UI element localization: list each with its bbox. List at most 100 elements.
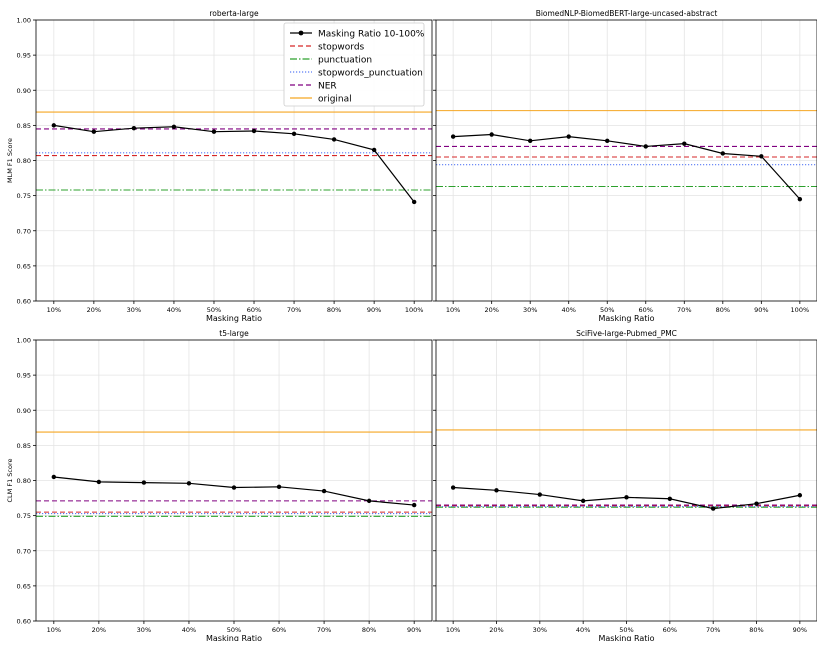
x-axis-label: Masking Ratio [206,634,262,641]
y-tick-label: 0.80 [17,477,31,485]
x-tick-label: 60% [639,306,653,314]
data-point [96,479,102,485]
data-point [331,137,337,142]
legend-label: original [318,95,352,105]
x-tick-label: 50% [227,626,241,634]
data-point [211,129,217,134]
y-tick-label: 0.70 [17,547,31,555]
y-tick-label: 0.95 [17,372,31,380]
chart-title: roberta-large [209,9,259,18]
x-tick-label: 20% [484,306,498,314]
legend-item: stopwords_punctuation [290,69,423,79]
x-tick-label: 70% [706,626,720,634]
data-point [494,488,499,493]
data-point [291,131,297,137]
data-point [450,134,456,139]
legend-item: NER [290,82,337,92]
x-tick-label: 80% [327,306,341,314]
y-tick-label: 1.00 [17,337,31,345]
y-tick-label: 0.60 [17,618,31,626]
data-point [411,502,417,508]
x-tick-label: 30% [523,306,537,314]
x-tick-label: 30% [127,306,141,314]
x-tick-label: 40% [182,626,196,634]
data-point [411,199,417,205]
x-tick-label: 90% [367,306,381,314]
x-tick-label: 30% [533,626,547,634]
chart-title: SciFive-large-Pubmed_PMC [576,329,677,338]
plot-frame [435,19,817,302]
legend-box [283,22,425,107]
data-point [710,506,716,511]
data-point [720,151,726,156]
y-tick-label: 0.65 [17,262,31,270]
chart-panel-4: 10% 20% 30% 40% 50% 60% 70% 80% 90% SciFive-large… [433,329,817,643]
chart-panel-3: 0.60 0.65 0.70 0.75 0.80 0.85 0.90 0.95 1.00 10% 2… [6,329,433,643]
y-tick-label: 0.65 [17,582,31,590]
data-point [51,474,57,480]
data-point [566,134,571,139]
data-point [371,147,377,153]
legend-item: Masking Ratio 10-100% [290,30,425,40]
legend-item: punctuation [290,56,372,66]
x-tick-label: 40% [561,306,575,314]
legend-label: NER [318,82,337,92]
data-point [759,154,764,159]
x-tick-label: 80% [362,626,376,634]
x-tick-label: 20% [87,306,101,314]
series-line [53,124,415,203]
x-tick-label: 80% [749,626,763,634]
data-point [643,144,648,149]
y-tick-label: 0.85 [17,442,31,450]
x-tick-label: 90% [407,626,421,634]
data-point [527,138,533,144]
data-point [131,125,137,131]
y-tick-label: 0.85 [17,122,31,130]
x-tick-label: 60% [663,626,677,634]
x-tick-label: 20% [489,626,503,634]
x-tick-label: 60% [247,306,261,314]
y-tick-label: 0.90 [17,87,31,95]
data-point [231,485,237,490]
data-point [186,481,192,486]
x-tick-label: 70% [287,306,301,314]
y-axis-label: CLM F1 Score [6,459,14,503]
data-point [366,498,372,504]
x-tick-label: 50% [207,306,221,314]
x-tick-label: 80% [716,306,730,314]
data-point [624,495,629,500]
data-point [51,123,57,128]
data-point [667,496,673,501]
data-point [171,124,177,129]
data-point [682,141,687,146]
data-point [605,138,610,144]
x-tick-label: 60% [272,626,286,634]
data-point [797,493,803,498]
plot-frame [35,19,433,302]
y-tick-label: 1.00 [17,17,31,25]
x-tick-label: 10% [47,306,61,314]
x-tick-label: 70% [677,306,691,314]
data-point [580,498,586,504]
plot-frame [435,339,817,622]
data-point [537,492,543,497]
x-tick-label: 40% [576,626,590,634]
data-point [141,480,147,485]
data-point [489,132,494,137]
y-tick-label: 0.60 [17,298,31,306]
y-tick-label: 0.70 [17,227,31,235]
chart-panel-2: 10% 20% 30% 40% 50% 60% 70% 80% 90% 100% BiomedNLP… [433,9,817,323]
x-tick-label: 100% [405,306,424,314]
legend-label: stopwords [318,43,365,53]
x-tick-label: 10% [446,626,460,634]
x-tick-label: 30% [137,626,151,634]
y-tick-label: 0.80 [17,157,31,165]
x-tick-label: 40% [167,306,181,314]
legend-item: original [290,95,352,105]
x-tick-label: 50% [600,306,614,314]
y-tick-label: 0.75 [17,192,31,200]
chart-title: t5-large [219,329,249,338]
x-tick-label: 10% [47,626,61,634]
